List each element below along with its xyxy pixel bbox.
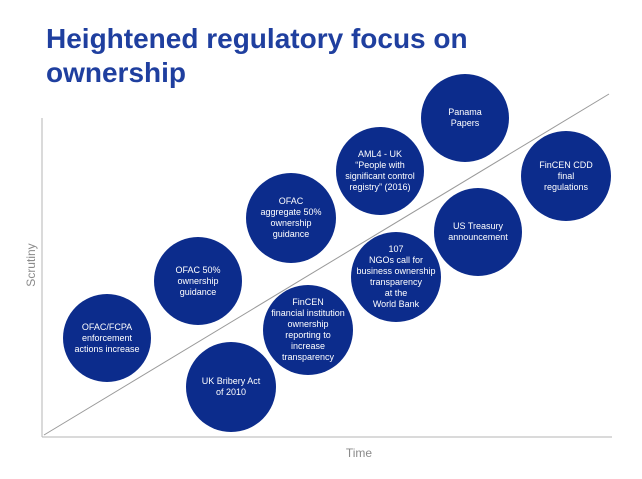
event-bubble: UK Bribery Act of 2010 (186, 342, 276, 432)
event-text: Panama Papers (448, 107, 482, 129)
event-text-line: at the (384, 288, 408, 298)
event-text-line: FinCEN (292, 297, 324, 307)
event-text-line: registry” (2016) (349, 182, 411, 192)
x-axis-label: Time (345, 446, 373, 460)
event-text-line: transparency (281, 352, 335, 362)
event-text-line: Panama (448, 107, 482, 117)
event-text-line: announcement (448, 232, 508, 242)
event-text-line: regulations (543, 181, 588, 192)
event-text-line: 107 (388, 244, 404, 254)
event-bubble: OFAC 50% ownership guidance (154, 237, 242, 325)
event-text: FinCEN financial institution ownership repo… (271, 297, 345, 363)
event-text-line: of 2010 (215, 387, 247, 397)
event-text-line: NGOs call for (369, 255, 424, 265)
event-text-line: OFAC 50% (175, 264, 221, 275)
event-text: OFAC/FCPA enforcement actions increase (74, 322, 139, 355)
event-text: UK Bribery Act of 2010 (202, 376, 261, 398)
event-text-line: actions increase (74, 343, 140, 354)
event-text: 107 NGOs call for business ownership transp… (356, 244, 435, 310)
event-text: FinCEN CDD final regulations (539, 160, 593, 193)
event-text: US Treasury announcement (448, 221, 508, 243)
event-text-line: US Treasury (452, 221, 503, 231)
event-text-line: increase (290, 341, 326, 351)
event-bubble: OFAC/FCPA enforcement actions increase (63, 294, 151, 382)
event-bubble: OFAC aggregate 50% ownership guidance (246, 173, 336, 263)
event-text-line: ownership (270, 218, 312, 228)
event-text-line: enforcement (81, 332, 132, 343)
event-text-line: reporting to (285, 330, 331, 340)
y-axis-label: Scrutiny (24, 243, 38, 287)
event-text-line: guidance (179, 286, 217, 297)
event-text-line: Papers (450, 118, 480, 128)
event-text-line: OFAC (278, 196, 304, 206)
page-title: Heightened regulatory focus on ownership (46, 22, 566, 90)
event-text-line: FinCEN CDD (539, 159, 593, 170)
event-text-line: ownership (177, 275, 219, 286)
event-text-line: UK Bribery Act (201, 376, 261, 386)
title-line-1: Heightened regulatory focus on (46, 23, 468, 54)
event-text-line: “People with (355, 160, 405, 170)
event-text: OFAC 50% ownership guidance (175, 265, 220, 298)
event-text-line: significant control (345, 171, 415, 181)
event-text-line: transparency (369, 277, 423, 287)
event-bubble: US Treasury announcement (434, 188, 522, 276)
title-line-2: ownership (46, 57, 187, 88)
event-bubble: 107 NGOs call for business ownership transp… (351, 232, 441, 322)
event-text-line: guidance (272, 229, 310, 239)
event-bubble: Panama Papers (421, 74, 509, 162)
event-bubble: AML4 - UK “People with significant control… (336, 127, 424, 215)
event-text-line: ownership (287, 319, 329, 329)
event-text: AML4 - UK “People with significant control… (345, 149, 415, 193)
event-text-line: financial institution (271, 308, 345, 318)
event-text-line: OFAC/FCPA (81, 321, 133, 332)
event-text-line: AML4 - UK (358, 149, 403, 159)
event-text-line: aggregate 50% (260, 207, 322, 217)
event-text-line: final (557, 170, 575, 181)
event-text-line: business ownership (356, 266, 436, 276)
trend-line (43, 93, 610, 436)
event-text: OFAC aggregate 50% ownership guidance (260, 196, 321, 240)
event-bubble: FinCEN financial institution ownership repo… (263, 285, 353, 375)
event-text-line: World Bank (372, 299, 420, 309)
event-bubble: FinCEN CDD final regulations (521, 131, 611, 221)
